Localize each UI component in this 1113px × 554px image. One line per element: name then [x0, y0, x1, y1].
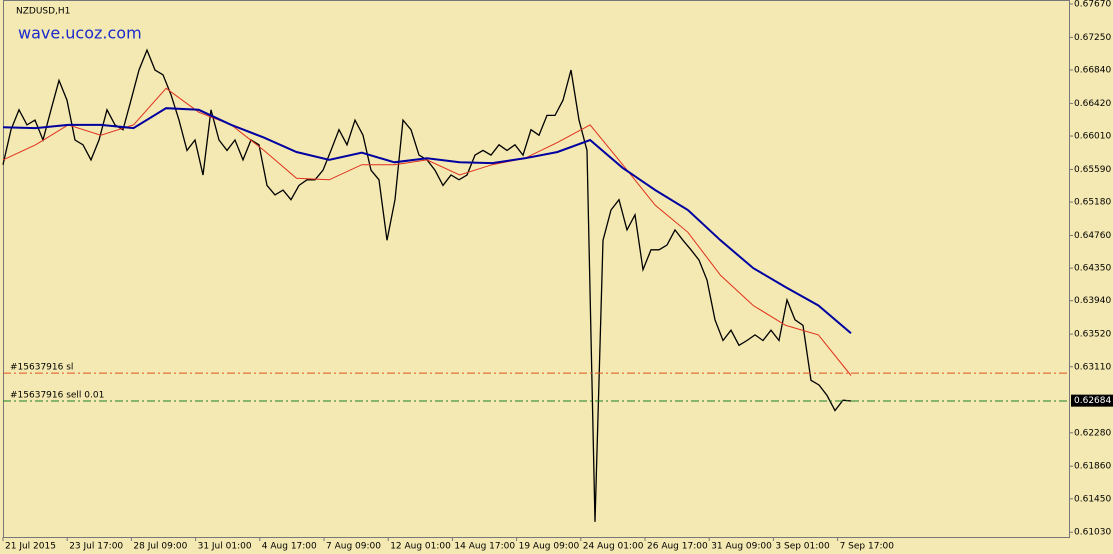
x-tick-label: 31 Aug 09:00	[711, 542, 772, 552]
order-label: #15637916 sl	[10, 363, 73, 373]
order-label: #15637916 sell 0.01	[10, 390, 104, 400]
y-tick-label: 0.61030	[1074, 528, 1111, 538]
y-tick-label: 0.61450	[1074, 494, 1111, 504]
y-tick-label: 0.66010	[1074, 132, 1111, 142]
x-tick-label: 26 Aug 17:00	[647, 542, 708, 552]
x-tick-label: 31 Jul 01:00	[198, 542, 252, 552]
watermark: wave.ucoz.com	[18, 24, 142, 43]
x-tick-label: 4 Aug 17:00	[262, 542, 317, 552]
price-line	[2, 87, 852, 376]
y-tick-label: 0.65590	[1074, 165, 1111, 175]
y-tick-label: 0.64760	[1074, 231, 1111, 241]
x-tick-label: 12 Aug 01:00	[390, 542, 451, 552]
x-tick-label: 14 Aug 17:00	[454, 542, 515, 552]
y-tick-label: 0.66420	[1074, 99, 1111, 109]
y-tick-label: 0.63110	[1074, 362, 1111, 372]
plot-frame	[3, 0, 1070, 538]
y-tick-label: 0.64350	[1074, 264, 1111, 274]
current-price-box	[1071, 394, 1113, 407]
y-tick-label: 0.65180	[1074, 198, 1111, 208]
x-tick-label: 21 Jul 2015	[5, 542, 56, 552]
y-tick-label: 0.67250	[1074, 33, 1111, 43]
x-tick-label: 7 Sep 17:00	[840, 542, 895, 552]
x-tick-label: 3 Sep 01:00	[775, 542, 830, 552]
x-tick-label: 28 Jul 09:00	[133, 542, 187, 552]
y-tick-label: 0.63940	[1074, 296, 1111, 306]
y-tick-label: 0.62280	[1074, 428, 1111, 438]
y-tick-label: 0.66840	[1074, 66, 1111, 76]
y-tick-label: 0.67670	[1074, 0, 1111, 9]
chart-title: NZDUSD,H1	[16, 7, 70, 17]
y-tick-label: 0.63520	[1074, 330, 1111, 340]
current-price-label: 0.62684	[1074, 396, 1111, 406]
price-line	[2, 107, 852, 335]
x-tick-label: 19 Aug 09:00	[519, 542, 580, 552]
x-tick-label: 24 Aug 01:00	[583, 542, 644, 552]
x-tick-label: 23 Jul 17:00	[69, 542, 123, 552]
y-tick-label: 0.61860	[1074, 462, 1111, 472]
x-tick-label: 7 Aug 09:00	[326, 542, 381, 552]
